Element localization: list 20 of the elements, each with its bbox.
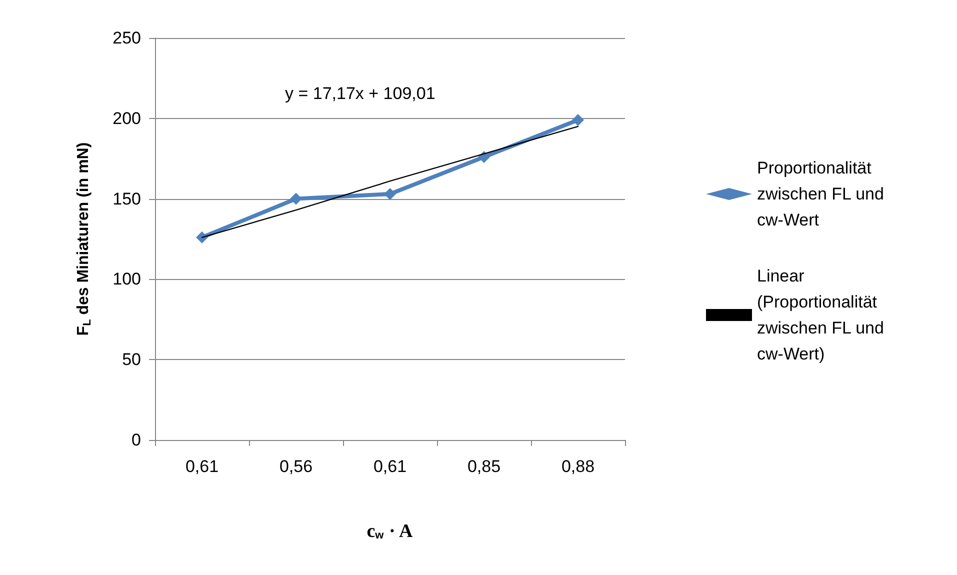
y-tick-label: 50 xyxy=(122,350,141,370)
y-tick-label: 250 xyxy=(112,28,141,48)
y-tick-label: 150 xyxy=(112,189,141,208)
x-tick-label: 0,85 xyxy=(467,457,501,476)
point xyxy=(572,114,584,126)
y-tick-label: 200 xyxy=(112,108,141,128)
x-axis-title: cw · A xyxy=(366,521,414,542)
legend-label: Proportionalität zwischen FL und cw-Wert xyxy=(757,158,889,230)
y-tick-label: 0 xyxy=(132,430,141,450)
annotation: y = 17,17x + 109,01 xyxy=(285,84,436,103)
y-axis-title: FL des Miniaturen (in mN) xyxy=(75,142,94,336)
x-tick-label: 0,88 xyxy=(561,457,595,476)
y-tick-label: 100 xyxy=(112,270,141,289)
x-tick-label: 0,61 xyxy=(373,457,407,476)
legend-label: Linear (Proportionalität zwischen FL und cw-Wert) xyxy=(757,266,889,364)
x-tick-label: 0,56 xyxy=(279,457,313,476)
point xyxy=(196,231,208,244)
x-tick-label: 0,61 xyxy=(185,457,219,476)
point xyxy=(290,192,302,205)
point xyxy=(384,188,396,200)
